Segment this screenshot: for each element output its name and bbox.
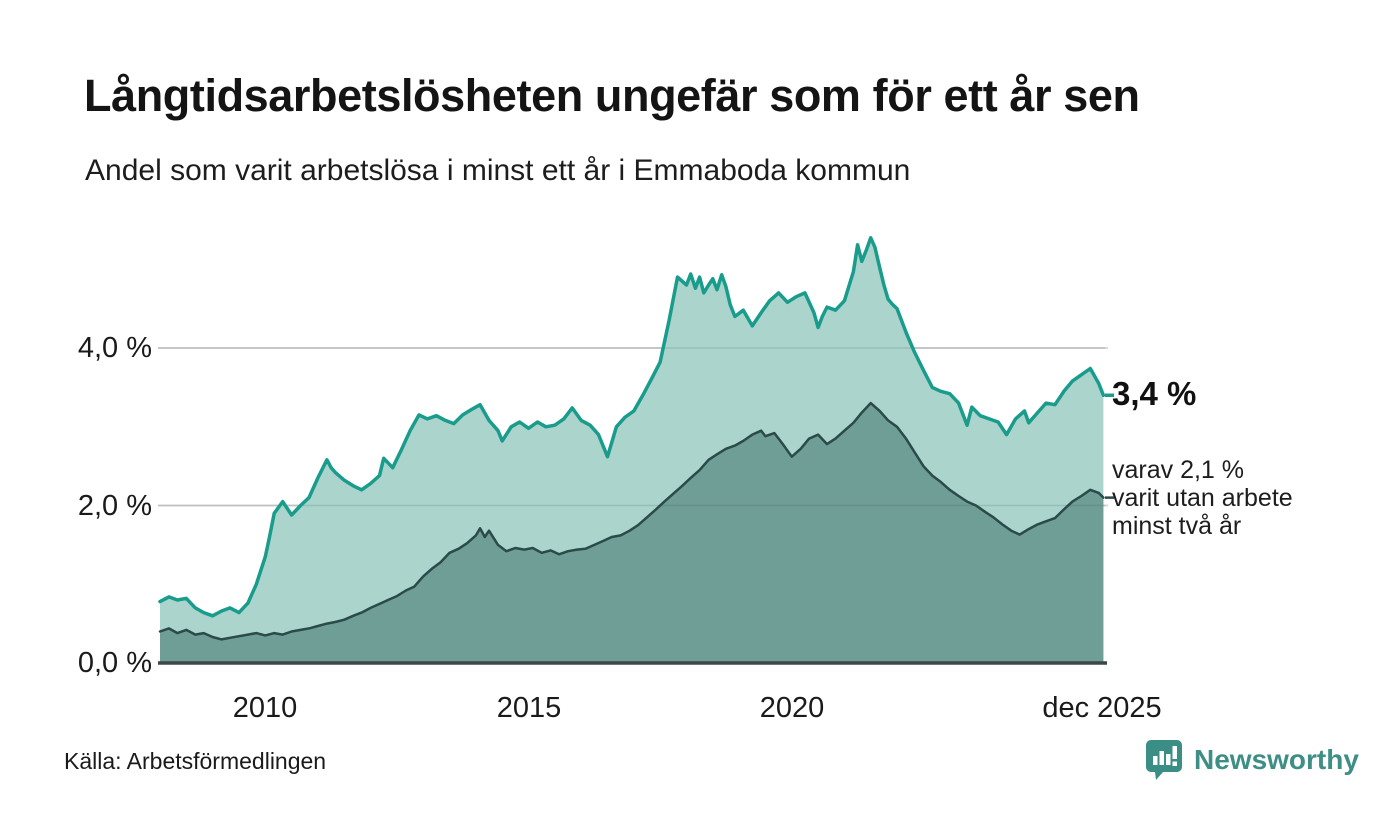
secondary-value-line-1: varav 2,1 % bbox=[1112, 456, 1245, 484]
newsworthy-logo-icon bbox=[1146, 740, 1182, 780]
y-axis-tick-2: 2,0 % bbox=[77, 489, 152, 522]
x-axis-tick-2020: 2020 bbox=[759, 692, 825, 724]
page-subtitle: Andel som varit arbetslösa i minst ett å… bbox=[85, 154, 911, 187]
source-attribution: Källa: Arbetsförmedlingen bbox=[64, 748, 327, 774]
newsworthy-brand: Newsworthy bbox=[1144, 738, 1359, 782]
x-axis-tick-2015: 2015 bbox=[496, 692, 562, 724]
y-axis-tick-0: 0,0 % bbox=[77, 647, 152, 679]
secondary-value-line-3: minst två år bbox=[1112, 512, 1242, 540]
page-title: Långtidsarbetslösheten ungefär som för e… bbox=[84, 70, 1140, 121]
y-axis-tick-4: 4,0 % bbox=[77, 332, 152, 364]
latest-value-label: 3,4 % bbox=[1112, 375, 1197, 413]
x-axis-tick-dec-2025: dec 2025 bbox=[1042, 692, 1162, 724]
newsworthy-logo-text: Newsworthy bbox=[1194, 744, 1359, 775]
secondary-value-line-2: varit utan arbete bbox=[1112, 484, 1293, 512]
x-axis-tick-2010: 2010 bbox=[232, 692, 298, 724]
secondary-value-label: varav 2,1 % varit utan arbete minst två … bbox=[1112, 456, 1352, 540]
